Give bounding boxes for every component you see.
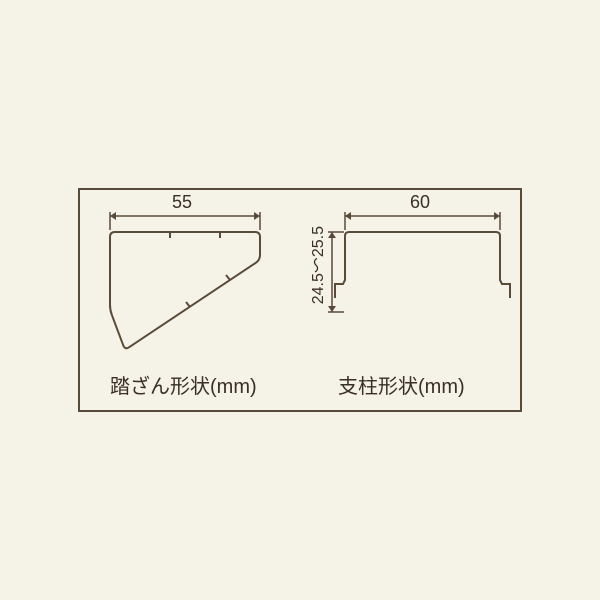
diagram-frame: 55 60 24.5～25.5 踏ざん形状(mm) 支柱形状(mm) <box>78 188 522 412</box>
diagram-area: 55 60 24.5～25.5 踏ざん形状(mm) 支柱形状(mm) <box>80 190 520 410</box>
pillar-width-dimension: 60 <box>410 192 430 213</box>
pillar-height-dimension: 24.5～25.5 <box>307 226 331 304</box>
pillar-profile-caption: 支柱形状(mm) <box>338 370 465 399</box>
step-width-dimension: 55 <box>172 192 192 213</box>
step-profile-caption: 踏ざん形状(mm) <box>110 370 257 399</box>
